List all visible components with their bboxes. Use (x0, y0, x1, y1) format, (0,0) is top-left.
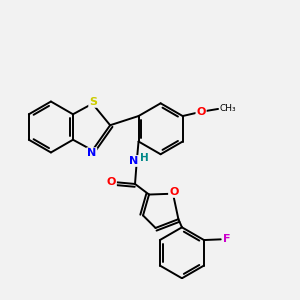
Text: O: O (106, 177, 116, 187)
Text: CH₃: CH₃ (220, 104, 236, 113)
Text: N: N (87, 148, 96, 158)
Text: F: F (223, 234, 230, 244)
Text: N: N (129, 156, 139, 166)
Text: O: O (169, 187, 178, 197)
Text: S: S (89, 97, 97, 107)
Text: O: O (196, 107, 206, 117)
Text: H: H (140, 153, 149, 163)
